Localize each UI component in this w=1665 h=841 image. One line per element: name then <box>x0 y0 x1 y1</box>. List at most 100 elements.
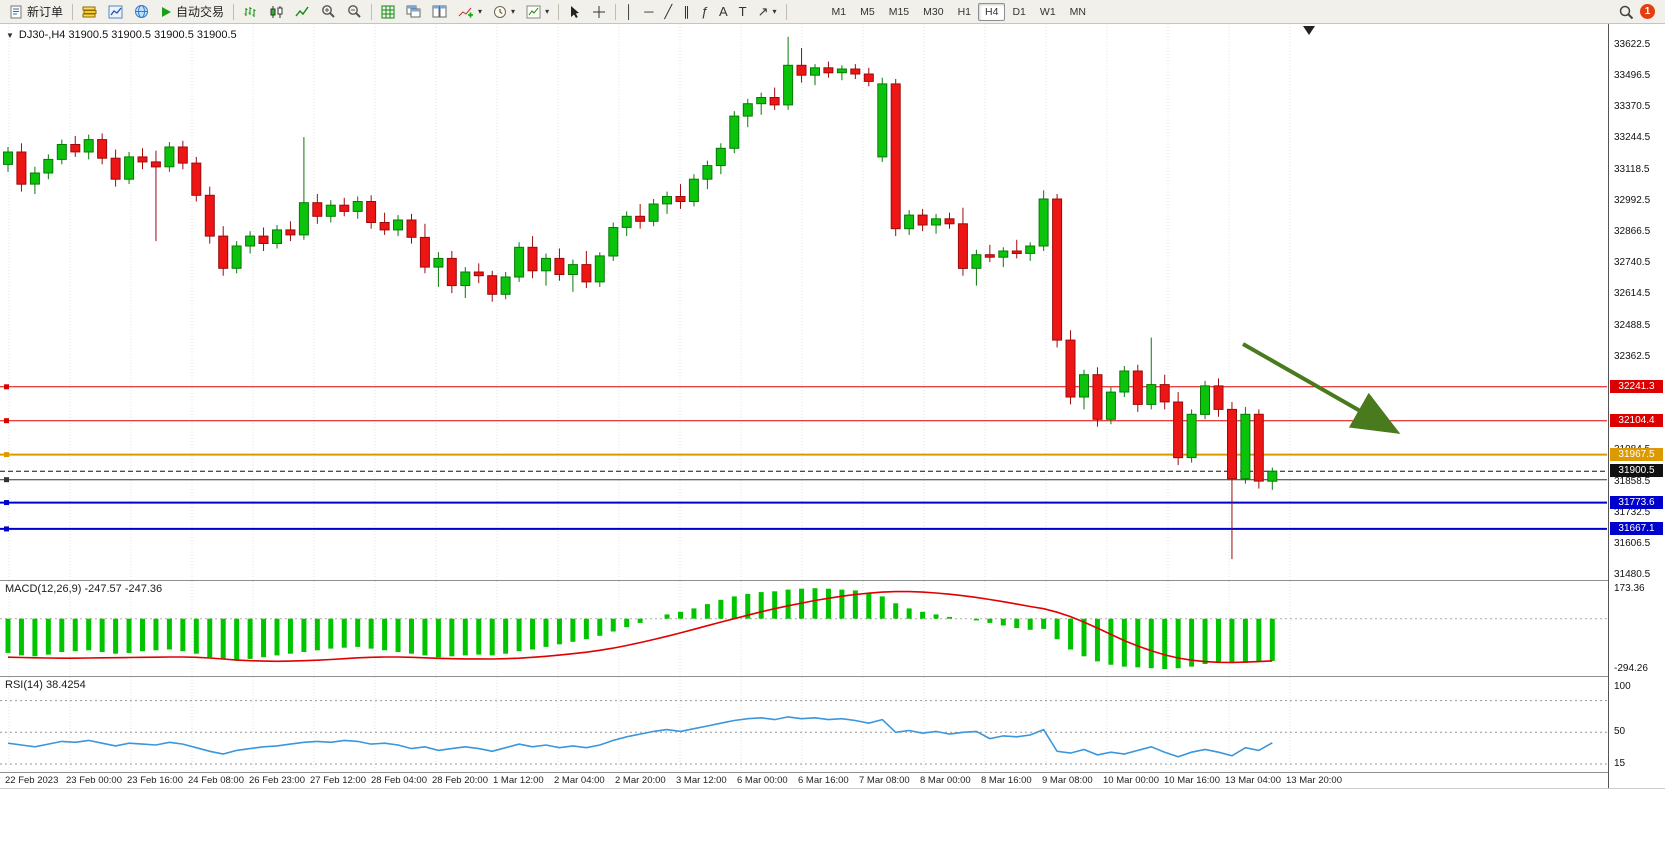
rsi-panel[interactable]: RSI(14) 38.4254 <box>0 677 1607 772</box>
timeframe-h1[interactable]: H1 <box>957 5 972 18</box>
time-label: 26 Feb 23:00 <box>249 775 305 786</box>
macd-plot <box>0 588 1607 669</box>
candle <box>581 264 592 283</box>
candle <box>1159 384 1170 403</box>
collapse-chart-icon[interactable]: ▼ <box>6 30 14 40</box>
rsi-gridlines <box>8 677 1291 772</box>
crosshair-button[interactable] <box>587 1 611 23</box>
new-chart-button[interactable] <box>376 1 400 23</box>
candles-layer <box>3 36 1278 560</box>
panel-splitter[interactable] <box>0 676 1665 677</box>
blue-chart-icon <box>108 5 123 18</box>
search-button[interactable] <box>1613 1 1639 23</box>
candle <box>204 194 215 237</box>
vertical-line-tool[interactable]: │ <box>620 1 638 23</box>
zoom-in-icon <box>322 5 335 18</box>
blue-chart-button[interactable] <box>103 1 128 23</box>
macd-panel[interactable]: MACD(12,26,9) -247.57 -247.36 <box>0 581 1607 676</box>
templates-button[interactable]: ▾ <box>521 1 554 23</box>
candle <box>756 97 767 105</box>
label-tool[interactable]: T <box>734 1 752 23</box>
axis-tick-label: 33370.5 <box>1614 101 1651 112</box>
timeframe-h4[interactable]: H4 <box>978 2 1006 21</box>
globe-button[interactable] <box>129 1 154 23</box>
time-label: 24 Feb 08:00 <box>188 775 244 786</box>
axis-tick-label: 33118.5 <box>1614 164 1650 175</box>
text-tool[interactable]: A <box>714 1 733 23</box>
candle <box>594 255 605 283</box>
rsi-chart[interactable] <box>0 677 1607 772</box>
periods-button[interactable]: ▾ <box>488 1 520 23</box>
candle <box>298 202 309 236</box>
rsi-label: RSI(14) 38.4254 <box>5 679 86 691</box>
timeframe-mn[interactable]: MN <box>1069 5 1086 18</box>
bar-chart-button[interactable] <box>238 1 263 23</box>
axis-tick-label: 32740.5 <box>1614 257 1651 268</box>
candle <box>514 246 525 278</box>
channel-icon: ∥ <box>683 3 690 19</box>
fibonacci-tool[interactable]: ƒ <box>696 1 713 23</box>
macd-chart[interactable] <box>0 581 1607 676</box>
auto-trading-button[interactable]: 自动交易 <box>155 1 229 23</box>
horizontal-line-tool[interactable]: ─ <box>639 1 658 23</box>
timeframe-m30[interactable]: M30 <box>923 5 944 18</box>
candle <box>1052 198 1063 341</box>
candle <box>393 219 403 231</box>
candle <box>312 202 323 217</box>
timeframe-d1[interactable]: D1 <box>1012 5 1026 18</box>
candle <box>487 275 498 295</box>
line-chart-button[interactable] <box>290 1 315 23</box>
timeframe-w1[interactable]: W1 <box>1039 5 1056 18</box>
zoom-in-button[interactable] <box>316 1 341 23</box>
macd-signal-line <box>7 590 1273 664</box>
candle <box>231 245 242 269</box>
cascade-windows-button[interactable] <box>401 1 426 23</box>
trendline-tool[interactable]: ╱ <box>659 1 677 23</box>
time-axis[interactable]: 22 Feb 2023 23 Feb 00:00 23 Feb 16:00 24 Fe… <box>0 773 1607 788</box>
channel-tool[interactable]: ∥ <box>678 1 695 23</box>
dropdown-caret-icon: ▾ <box>478 6 483 16</box>
zoom-out-button[interactable] <box>342 1 367 23</box>
candle <box>998 250 1009 258</box>
candle <box>984 254 995 258</box>
time-label: 13 Mar 04:00 <box>1225 775 1281 786</box>
add-indicator-icon <box>458 7 474 17</box>
notification-count: 1 <box>1644 6 1651 17</box>
cursor-button[interactable] <box>563 1 586 23</box>
indicators-button[interactable]: ▾ <box>453 1 487 23</box>
candle <box>1025 245 1036 254</box>
candle <box>541 257 551 272</box>
candle <box>1253 413 1264 482</box>
candle <box>16 151 27 185</box>
dropdown-caret-icon: ▾ <box>772 6 777 16</box>
new-order-button[interactable]: 新订单 <box>4 1 68 23</box>
timeframe-m15[interactable]: M15 <box>888 5 910 18</box>
candlestick-chart-button[interactable] <box>264 1 289 23</box>
candle <box>917 214 928 226</box>
gold-stack-button[interactable] <box>77 1 102 23</box>
timeframe-m1[interactable]: M1 <box>831 5 847 18</box>
main-chart[interactable] <box>0 24 1607 580</box>
notification-badge[interactable]: 1 <box>1640 4 1655 19</box>
line-anchor <box>4 452 9 458</box>
toolbar-separator <box>615 3 617 20</box>
clock-icon <box>494 5 507 18</box>
macd-label: MACD(12,26,9) -247.57 -247.36 <box>5 583 163 595</box>
candle <box>124 156 135 180</box>
annotations-layer[interactable] <box>1242 26 1401 434</box>
price-lines-layer[interactable] <box>0 384 1607 532</box>
candlestick-icon <box>270 5 283 18</box>
candle <box>245 235 256 247</box>
arrows-tool[interactable]: ↗ ▾ <box>753 1 782 23</box>
tile-windows-icon <box>432 5 447 18</box>
price-axis[interactable]: 33622.5 33496.5 33370.5 33244.5 33118.5 32992… <box>1608 24 1665 788</box>
price-chart-panel[interactable]: ▼ DJ30-,H4 31900.5 31900.5 31900.5 31900… <box>0 24 1607 580</box>
time-label: 3 Mar 12:00 <box>676 775 727 786</box>
panel-splitter[interactable] <box>0 580 1665 581</box>
timeframe-m5[interactable]: M5 <box>860 5 875 18</box>
grid-icon <box>381 5 395 18</box>
candle <box>500 276 511 295</box>
panel-splitter[interactable] <box>0 772 1665 773</box>
time-label: 1 Mar 12:00 <box>493 775 544 786</box>
tile-windows-button[interactable] <box>427 1 452 23</box>
